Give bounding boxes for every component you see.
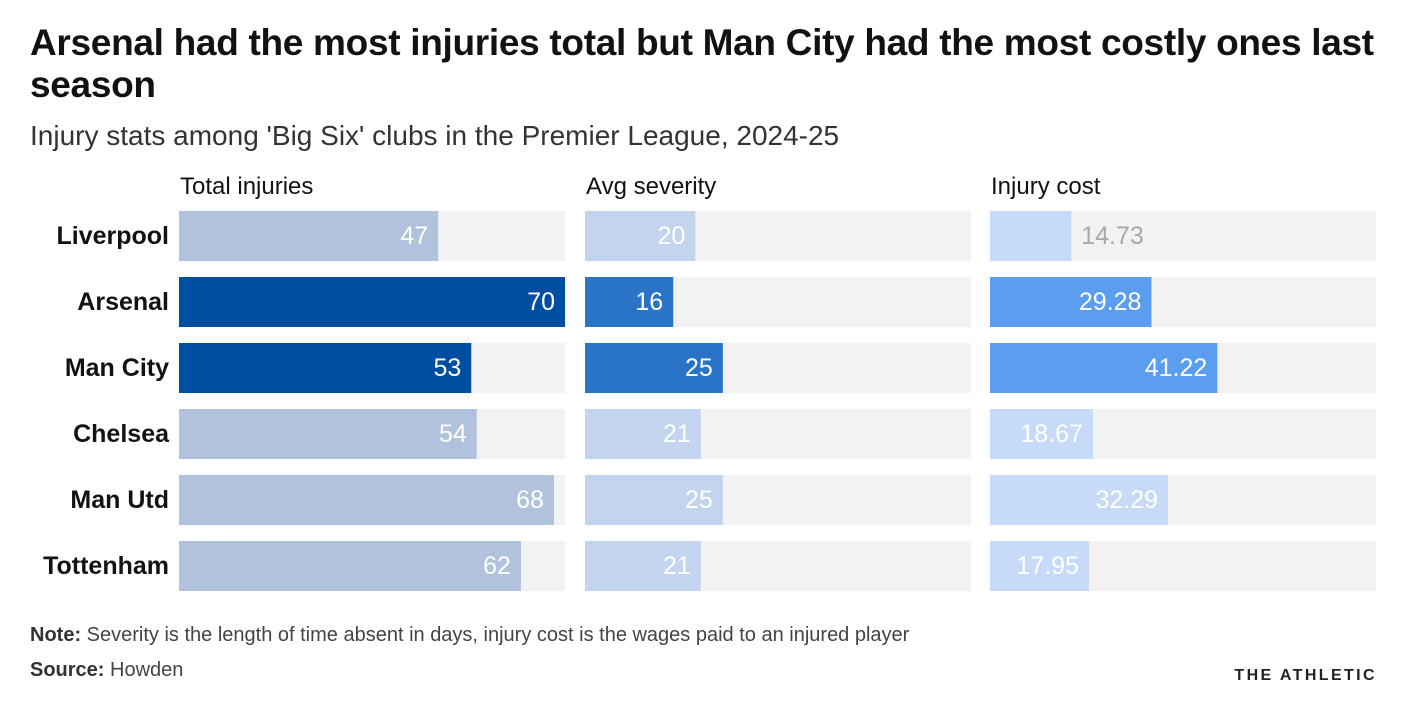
bar-injury-cost-liverpool — [990, 211, 1072, 261]
category-label-tottenham: Tottenham — [43, 552, 169, 580]
data-label-total-injuries-man-city: 53 — [433, 354, 461, 382]
bar-injury-cost-man-utd — [990, 475, 1169, 525]
note-text: Severity is the length of time absent in… — [86, 624, 910, 646]
bar-total-injuries-liverpool — [179, 211, 439, 261]
source-text: Howden — [110, 659, 184, 681]
bar-chart: Liverpool Arsenal Man City Chelsea Man Utd To… — [43, 173, 1376, 591]
category-label-arsenal: Arsenal — [77, 288, 169, 316]
data-label-avg-severity-tottenham: 21 — [663, 552, 691, 580]
bar-total-injuries-arsenal — [179, 277, 565, 327]
publisher-logo: THE ATHLETIC — [1234, 667, 1377, 684]
bar-avg-severity-chelsea — [585, 409, 701, 459]
data-label-avg-severity-chelsea: 21 — [663, 420, 691, 448]
bar-total-injuries-chelsea — [179, 409, 477, 459]
data-label-total-injuries-arsenal: 70 — [527, 288, 555, 316]
data-label-total-injuries-liverpool: 47 — [400, 222, 428, 250]
bar-avg-severity-liverpool — [585, 211, 696, 261]
chart-note: Note: Severity is the length of time abs… — [30, 621, 909, 649]
data-label-injury-cost-chelsea: 18.67 — [1020, 420, 1083, 448]
data-label-avg-severity-man-city: 25 — [685, 354, 713, 382]
data-label-injury-cost-man-utd: 32.29 — [1095, 486, 1158, 514]
data-label-total-injuries-man-utd: 68 — [516, 486, 544, 514]
category-label-man-utd: Man Utd — [70, 486, 169, 514]
data-label-avg-severity-liverpool: 20 — [657, 222, 685, 250]
data-label-avg-severity-arsenal: 16 — [635, 288, 663, 316]
panel-header-injury-cost: Injury cost — [991, 173, 1101, 200]
data-label-total-injuries-tottenham: 62 — [483, 552, 511, 580]
bar-total-injuries-tottenham — [179, 541, 521, 591]
bar-avg-severity-tottenham — [585, 541, 701, 591]
bar-total-injuries-man-utd — [179, 475, 554, 525]
category-label-chelsea: Chelsea — [73, 420, 170, 448]
bar-injury-cost-arsenal — [990, 277, 1152, 327]
bar-avg-severity-man-utd — [585, 475, 723, 525]
category-label-man-city: Man City — [65, 354, 169, 382]
chart-title: Arsenal had the most injuries total but … — [30, 22, 1374, 105]
note-label: Note: — [30, 624, 82, 646]
bar-injury-cost-chelsea — [990, 409, 1093, 459]
data-label-injury-cost-liverpool: 14.73 — [1081, 222, 1144, 250]
data-label-injury-cost-tottenham: 17.95 — [1016, 552, 1079, 580]
bar-injury-cost-man-city — [990, 343, 1218, 393]
data-label-avg-severity-man-utd: 25 — [685, 486, 713, 514]
chart-subtitle: Injury stats among 'Big Six' clubs in th… — [30, 120, 840, 151]
chart-source: Source: Howden — [30, 656, 183, 684]
data-label-total-injuries-chelsea: 54 — [439, 420, 467, 448]
panel-header-avg-severity: Avg severity — [586, 173, 716, 200]
bar-total-injuries-man-city — [179, 343, 472, 393]
category-label-liverpool: Liverpool — [56, 222, 169, 250]
bar-injury-cost-tottenham — [990, 541, 1089, 591]
data-label-injury-cost-arsenal: 29.28 — [1079, 288, 1142, 316]
bar-avg-severity-arsenal — [585, 277, 674, 327]
data-label-injury-cost-man-city: 41.22 — [1145, 354, 1208, 382]
source-label: Source: — [30, 659, 105, 681]
bar-avg-severity-man-city — [585, 343, 723, 393]
panel-header-total-injuries: Total injuries — [180, 173, 313, 200]
